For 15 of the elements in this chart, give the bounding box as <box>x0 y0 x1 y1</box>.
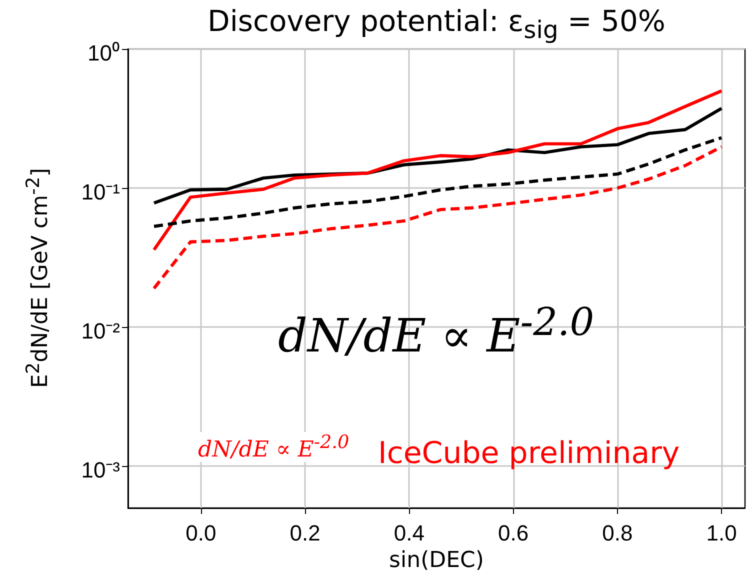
y-tick-label: 10⁰ <box>88 40 120 66</box>
x-tick-label: 0.4 <box>394 520 424 546</box>
chart-title: Discovery potential: ε$_{sig}$ = 50% <box>206 4 666 44</box>
y-tick-label: 10⁻³ <box>81 458 120 483</box>
y-tick-label: 10⁻² <box>81 318 120 344</box>
x-tick-label: 0.6 <box>498 520 529 546</box>
x-axis-title: sin(DEC) <box>388 548 485 573</box>
x-tick-label: 0.8 <box>602 520 633 546</box>
annotation: dN/dE ∝ E$^{-2.0}$ <box>198 432 350 462</box>
x-tick-label: 0.2 <box>290 520 320 546</box>
annotation: dN/dE ∝ E$^{-2.0}$ <box>278 300 594 362</box>
x-tick-label: 1.0 <box>706 520 737 546</box>
x-tick-label: 0.0 <box>186 520 216 546</box>
y-tick-label: 10⁻¹ <box>81 180 120 205</box>
annotation: IceCube preliminary <box>378 436 680 471</box>
